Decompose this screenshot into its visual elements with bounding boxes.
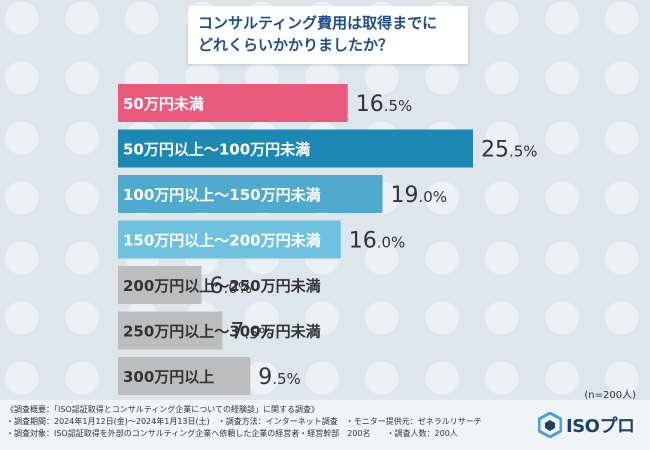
bar-6 (118, 311, 223, 350)
survey-summary-line-2: ・調査期間：2024年1月12日(金)～2024年1月13日(土) ・調査方法：… (6, 417, 482, 426)
category-label-4: 150万円以上～200万円未満 (123, 232, 321, 250)
question-box: コンサルティング費用は取得までに どれくらいかかりましたか？ (188, 6, 468, 64)
hexagon-logo-icon (538, 412, 562, 438)
category-label-7: 300万円以上 (123, 368, 214, 386)
bar-3 (118, 175, 383, 213)
category-label-5: 200万円以上～250万円未満 (123, 277, 321, 295)
value-label-4: 16.0% (349, 229, 406, 254)
category-label-3: 100万円以上～150万円未満 (123, 186, 321, 204)
category-label-2: 50万円以上～100万円未満 (123, 141, 310, 159)
category-label-6: 250万円以上～300万円未満 (123, 323, 321, 341)
value-label-2: 25.5% (481, 138, 538, 163)
bar-chart: 50万円未満 16.5% 50万円以上～100万円未満 25.5% 100万円以上～15… (118, 84, 538, 395)
value-label-3: 19.0% (391, 183, 448, 208)
bar-4 (118, 220, 341, 259)
value-label-7: 9.5% (258, 365, 301, 390)
survey-summary-line-3: ・調査対象：ISO認証取得を外部のコンサルティング企業へ依頼した企業の経営者・経… (6, 429, 458, 438)
sample-size-note: (n=200人) (584, 390, 636, 401)
value-label-5: 6.0% (210, 274, 253, 299)
question-line-2: どれくらいかかりましたか？ (198, 36, 394, 54)
brand-logo: ISOプロ (538, 412, 635, 438)
footer (0, 400, 650, 450)
logo-text: ISOプロ (566, 416, 635, 437)
bar-1 (118, 84, 348, 122)
question-line-1: コンサルティング費用は取得までに (198, 14, 438, 32)
value-label-1: 16.5% (356, 92, 413, 117)
value-label-6: 7.5% (230, 320, 273, 345)
bar-5 (118, 266, 202, 304)
bar-2 (118, 129, 473, 168)
category-label-1: 50万円未満 (123, 95, 204, 113)
survey-summary: 《調査概要：「ISO認証取得とコンサルティング企業についての経験談」に関する調査… (6, 404, 536, 440)
survey-summary-line-1: 《調査概要：「ISO認証取得とコンサルティング企業についての経験談」に関する調査… (6, 405, 320, 414)
bar-7 (118, 357, 251, 395)
